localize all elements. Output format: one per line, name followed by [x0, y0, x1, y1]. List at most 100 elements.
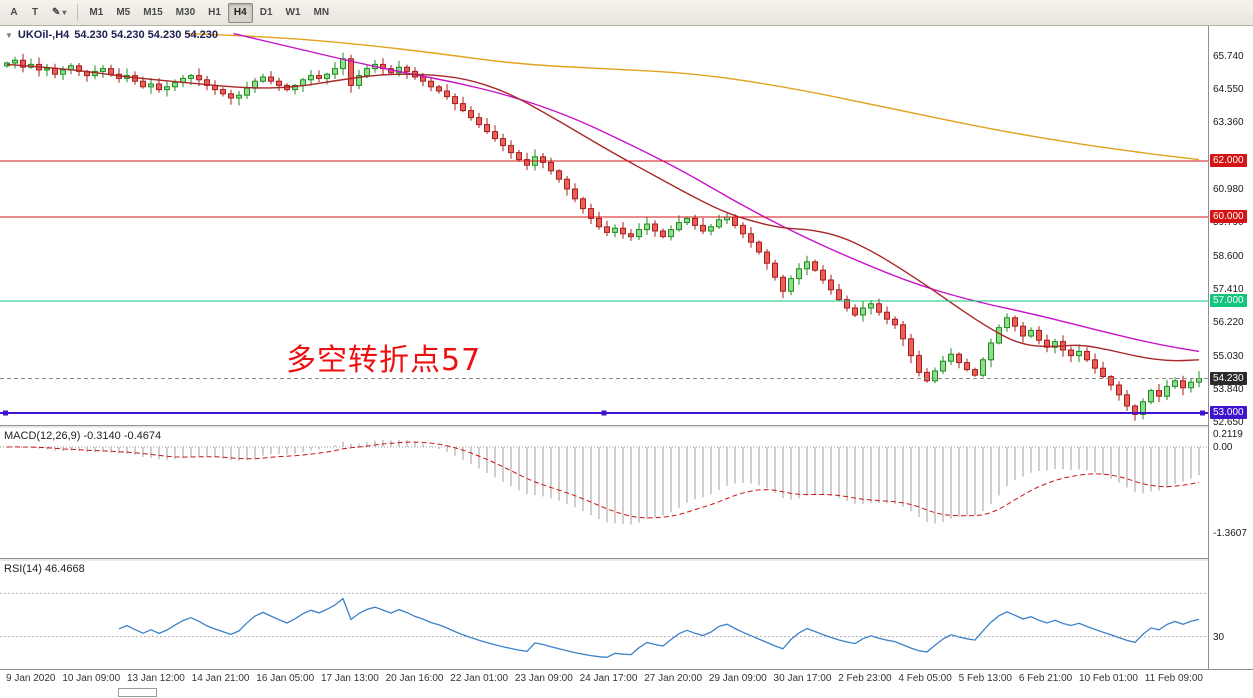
- price-axis-label: 53.840: [1213, 383, 1244, 395]
- time-axis-label: 2 Feb 23:00: [838, 673, 892, 684]
- price-axis-label: 0.2119: [1213, 428, 1243, 440]
- candle-body: [820, 269, 826, 281]
- candle-body: [244, 87, 250, 96]
- ma-mid[interactable]: [233, 32, 1200, 353]
- toolbar-separator: [77, 4, 79, 21]
- price-axis-badge: 57.000: [1210, 294, 1247, 308]
- candle-body: [236, 94, 242, 99]
- ma-fast[interactable]: [6, 63, 1200, 362]
- timeframe-h4[interactable]: H4: [227, 2, 253, 23]
- candle-body: [1148, 390, 1154, 403]
- candle-body: [12, 59, 18, 64]
- candle-body: [260, 76, 266, 82]
- macd-pane[interactable]: MACD(12,26,9) -0.3140 -0.4674: [0, 428, 1208, 558]
- timeframe-m1[interactable]: M1: [83, 3, 109, 23]
- timeframe-h1[interactable]: H1: [202, 3, 227, 23]
- candle-body: [628, 233, 634, 238]
- candle-body: [596, 217, 602, 228]
- rsi-canvas[interactable]: [0, 561, 1208, 669]
- candle-body: [668, 229, 674, 238]
- price-axis-label: 52.650: [1213, 417, 1244, 429]
- candle-body: [732, 216, 738, 226]
- candle-body: [1028, 329, 1034, 337]
- chevron-down-icon: ▾: [62, 8, 67, 17]
- candle-body: [924, 371, 930, 382]
- candle-body: [1036, 329, 1042, 341]
- main-chart-pane[interactable]: ▼ UKOil-,H4 54.230 54.230 54.230 54.230 …: [0, 26, 1208, 425]
- time-axis-label: 24 Jan 17:00: [579, 673, 638, 684]
- candle-body: [364, 68, 370, 77]
- candle-body: [396, 66, 402, 74]
- candle-body: [1180, 380, 1186, 389]
- price-axis-label: 57.410: [1213, 284, 1244, 295]
- candle-body: [764, 251, 770, 264]
- price-axis[interactable]: 65.74064.55063.36060.98059.79058.60057.4…: [1208, 26, 1253, 669]
- candle-body: [196, 75, 202, 81]
- candle-body: [172, 82, 178, 88]
- collapse-arrow-icon[interactable]: ▼: [5, 30, 13, 40]
- candle-body: [604, 226, 610, 233]
- pane-separator[interactable]: [0, 558, 1253, 561]
- pane-separator[interactable]: [0, 425, 1253, 428]
- timeframe-w1[interactable]: W1: [280, 3, 307, 23]
- time-axis-label: 29 Jan 09:00: [708, 673, 767, 684]
- candle-body: [316, 75, 322, 79]
- candle-body: [780, 276, 786, 292]
- line-handle[interactable]: [1200, 410, 1205, 416]
- timeframe-mn[interactable]: MN: [308, 3, 336, 23]
- ohlc-values: 54.230 54.230 54.230 54.230: [74, 29, 219, 41]
- line-handle[interactable]: [601, 410, 607, 416]
- price-axis-label: 58.600: [1213, 250, 1244, 262]
- candle-body: [420, 76, 426, 82]
- drawing-tools-button[interactable]: ✎ ▾: [46, 3, 72, 23]
- candle-body: [476, 117, 482, 126]
- candle-body: [516, 152, 522, 161]
- candle-body: [60, 69, 66, 75]
- timeframe-d1[interactable]: D1: [254, 3, 279, 23]
- ma-slow[interactable]: [185, 32, 1200, 161]
- candle-body: [644, 223, 650, 231]
- candle-body: [436, 86, 442, 92]
- horizontal-scrollbar-thumb[interactable]: [118, 688, 157, 697]
- candle-body: [828, 279, 834, 291]
- candle-body: [908, 338, 914, 357]
- timeframe-m30[interactable]: M30: [170, 3, 201, 23]
- time-axis-label: 6 Feb 21:00: [1018, 673, 1073, 684]
- pointer-tool-button[interactable]: A: [4, 3, 24, 23]
- candle-body: [188, 75, 194, 79]
- candle-body: [676, 222, 682, 231]
- candlestick-canvas[interactable]: [0, 26, 1208, 425]
- candle-body: [916, 355, 922, 373]
- candle-body: [428, 80, 434, 88]
- time-axis-label: 23 Jan 09:00: [514, 673, 573, 684]
- time-axis-label: 11 Feb 09:00: [1144, 673, 1203, 684]
- timeframe-m15[interactable]: M15: [137, 3, 168, 23]
- time-axis-label: 27 Jan 20:00: [644, 673, 703, 684]
- candle-body: [548, 161, 554, 172]
- macd-canvas[interactable]: [0, 428, 1208, 558]
- timeframe-m5[interactable]: M5: [110, 3, 136, 23]
- candle-body: [292, 84, 298, 91]
- candle-body: [692, 217, 698, 226]
- price-axis-label: -1.3607: [1213, 528, 1247, 540]
- candle-body: [804, 261, 810, 270]
- time-axis-label: 10 Jan 09:00: [62, 673, 121, 684]
- candle-body: [404, 66, 410, 72]
- time-axis[interactable]: 9 Jan 2020 10 Jan 09:00 13 Jan 12:00 14 Jan…: [0, 669, 1253, 698]
- time-axis-label: 20 Jan 16:00: [385, 673, 444, 684]
- candle-body: [660, 230, 666, 238]
- candle-body: [52, 68, 58, 75]
- candle-body: [812, 261, 818, 271]
- rsi-pane[interactable]: RSI(14) 46.4668: [0, 561, 1208, 669]
- price-axis-badge: 60.000: [1210, 210, 1247, 224]
- candle-body: [348, 58, 354, 86]
- candle-body: [1004, 317, 1010, 329]
- candle-body: [1084, 350, 1090, 361]
- text-tool-button[interactable]: T: [25, 3, 45, 23]
- line-handle[interactable]: [3, 410, 8, 416]
- time-axis-label: 22 Jan 01:00: [450, 673, 509, 684]
- text-annotation[interactable]: 多空转折点57: [286, 343, 482, 378]
- rsi-indicator-label: RSI(14) 46.4668: [4, 563, 85, 575]
- candle-body: [772, 262, 778, 278]
